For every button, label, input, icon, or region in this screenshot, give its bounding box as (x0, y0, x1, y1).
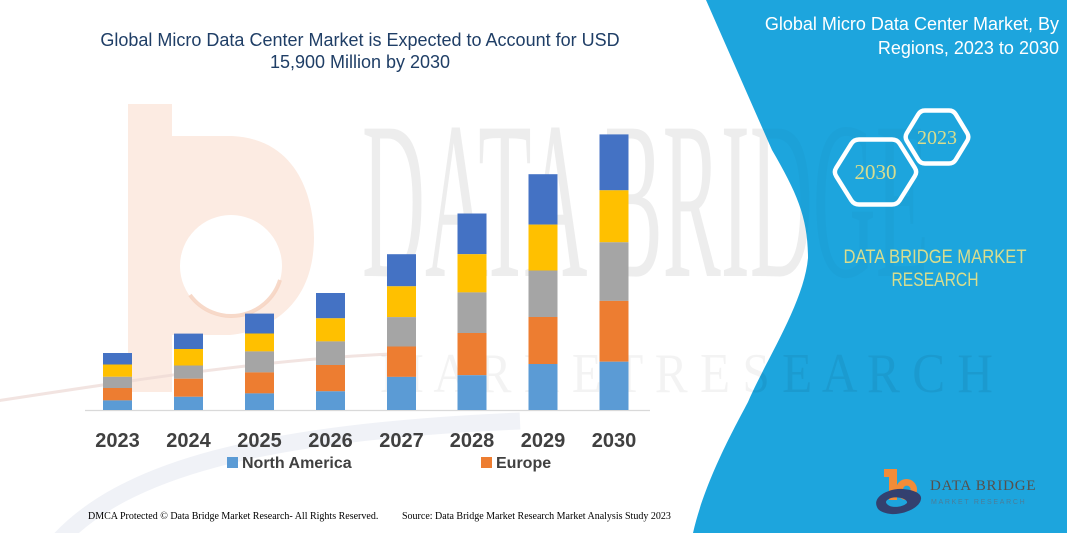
svg-text:Global Micro Data Center Marke: Global Micro Data Center Market is Expec… (100, 30, 619, 50)
svg-text:Europe: Europe (496, 455, 551, 472)
svg-text:DATA BRIDGE MARKET: DATA BRIDGE MARKET (844, 246, 1027, 268)
svg-text:2029: 2029 (521, 430, 566, 452)
svg-text:2023: 2023 (917, 127, 957, 149)
svg-text:2028: 2028 (450, 430, 495, 452)
svg-text:North America: North America (242, 455, 352, 472)
svg-text:DATA BRIDGE: DATA BRIDGE (930, 478, 1036, 494)
svg-text:Global Micro Data Center Marke: Global Micro Data Center Market, By (765, 14, 1059, 34)
svg-text:MARKET RESEARCH: MARKET RESEARCH (931, 499, 1026, 506)
svg-text:Source: Data Bridge Market Res: Source: Data Bridge Market Research Mark… (402, 511, 671, 522)
svg-text:2024: 2024 (166, 430, 211, 452)
svg-text:DMCA Protected © Data Bridge M: DMCA Protected © Data Bridge Market Rese… (88, 511, 378, 522)
svg-text:2030: 2030 (855, 160, 897, 184)
svg-text:15,900 Million by 2030: 15,900 Million by 2030 (270, 52, 450, 72)
svg-text:2025: 2025 (237, 430, 282, 452)
svg-text:2023: 2023 (95, 430, 140, 452)
svg-text:2030: 2030 (592, 430, 637, 452)
svg-text:Regions, 2023 to 2030: Regions, 2023 to 2030 (878, 38, 1059, 58)
svg-text:RESEARCH: RESEARCH (892, 269, 979, 291)
svg-text:2026: 2026 (308, 430, 353, 452)
svg-text:2027: 2027 (379, 430, 424, 452)
